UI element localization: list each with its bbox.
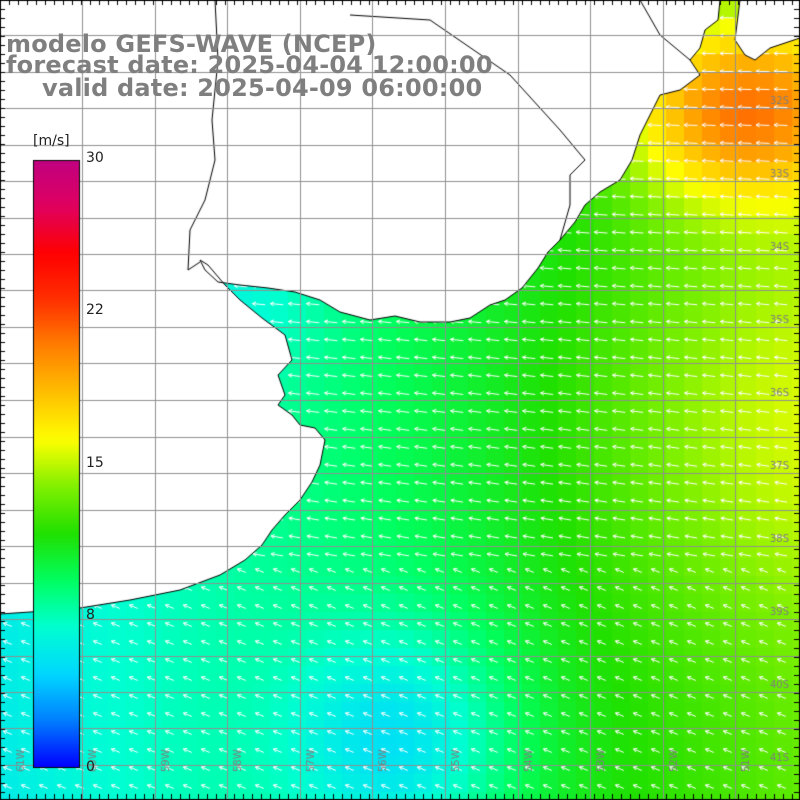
valid-date: valid date: 2025-04-09 06:00:00 bbox=[42, 74, 483, 102]
forecast-date: forecast date: 2025-04-04 12:00:00 bbox=[6, 51, 493, 79]
colorbar-tick-label: 22 bbox=[86, 302, 104, 318]
colorbar-unit-label: [m/s] bbox=[33, 133, 70, 149]
colorbar-tick-label: 15 bbox=[86, 455, 104, 471]
colorbar-tick-label: 0 bbox=[86, 759, 95, 775]
colorbar-tick-label: 8 bbox=[86, 607, 95, 623]
colorbar-tick-label: 30 bbox=[86, 150, 104, 166]
model-title: modelo GEFS-WAVE (NCEP) bbox=[6, 30, 377, 58]
